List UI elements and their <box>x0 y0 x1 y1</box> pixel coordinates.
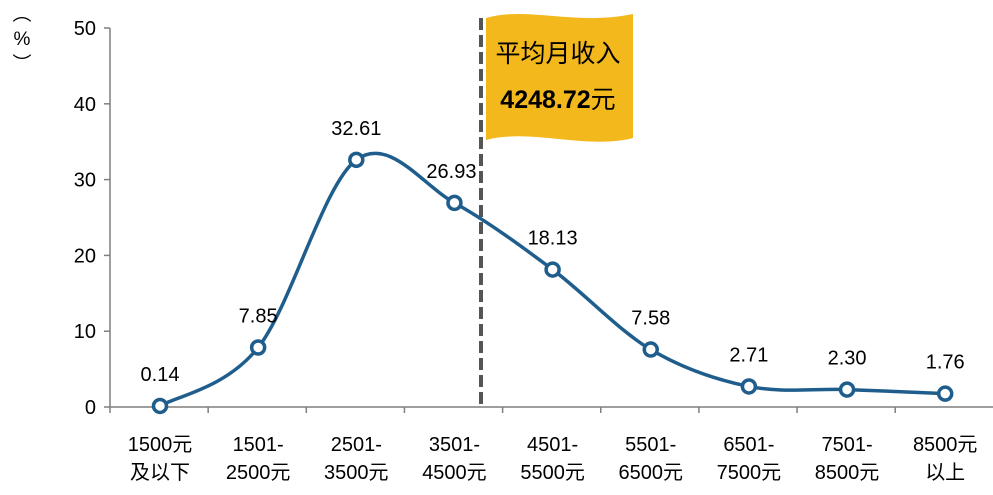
average-income-flag <box>486 14 633 142</box>
x-category-label-line: 8500元 <box>815 462 880 484</box>
y-tick-label: 40 <box>74 94 96 116</box>
x-category-label: 5501- 6500元 <box>619 434 684 484</box>
labels-layer: 1500元及以下 1501- 2500元 2501- 3500元 3501- 4500元 45… <box>128 118 978 484</box>
y-axis-label-char: % <box>14 29 31 50</box>
data-point-marker <box>348 151 365 169</box>
y-axis-label: ︵% ︶ <box>12 4 31 75</box>
x-category-label-line: 2500元 <box>226 462 291 484</box>
y-tick-label: 10 <box>74 321 96 343</box>
data-label: 2.30 <box>828 348 867 370</box>
x-category-label: 7501- 8500元 <box>815 434 880 484</box>
annotation-layer: 平均月收入 4248.72元 <box>479 14 633 407</box>
data-point-marker <box>544 261 561 278</box>
y-axis-label-char: ︶ <box>12 53 31 75</box>
x-category-label-line: 1501- <box>233 434 284 456</box>
axes-layer: 0 10 20 30 40 50 ︵% ︶ <box>12 4 993 419</box>
x-category-label-line: 4500元 <box>422 462 487 484</box>
x-category-label-line: 3501- <box>429 434 480 456</box>
y-tick-label: 50 <box>74 18 96 40</box>
x-category-label-line: 6500元 <box>619 462 684 484</box>
x-category-label-line: 8500元 <box>913 434 978 456</box>
x-category-label: 1501- 2500元 <box>226 434 291 484</box>
data-point-marker <box>740 378 758 395</box>
x-category-label-line: 5500元 <box>520 462 585 484</box>
x-category-label: 4501- 5500元 <box>520 434 585 484</box>
x-category-label-line: 7500元 <box>717 462 782 484</box>
flag-value-unit: 元 <box>591 86 616 114</box>
x-category-label-line: 6501- <box>723 434 774 456</box>
data-label: 32.61 <box>331 118 381 140</box>
x-category-label-line: 1500元 <box>128 434 193 456</box>
data-label: 0.14 <box>141 364 180 386</box>
x-category-label-line: 及以下 <box>130 462 190 484</box>
x-category-label-line: 3500元 <box>324 462 389 484</box>
x-category-label: 8500元以上 <box>913 434 978 484</box>
data-point-marker <box>249 339 267 356</box>
x-category-label-line: 4501- <box>527 434 578 456</box>
data-label: 1.76 <box>926 352 965 374</box>
x-category-label-line: 5501- <box>625 434 676 456</box>
series-layer <box>151 151 954 415</box>
data-label: 2.71 <box>729 344 768 366</box>
x-category-label: 2501- 3500元 <box>324 434 389 484</box>
data-point-marker <box>838 381 856 398</box>
x-category-label: 1500元及以下 <box>128 434 193 484</box>
x-category-label-line: 7501- <box>821 434 872 456</box>
y-axis-label-char: ︵ <box>12 4 31 25</box>
data-point-marker <box>151 397 169 415</box>
data-label: 18.13 <box>528 228 578 250</box>
y-tick-label: 20 <box>74 245 96 267</box>
data-label: 7.58 <box>631 308 670 330</box>
flag-value-number: 4248.72 <box>500 86 590 114</box>
x-category-label-line: 2501- <box>331 434 382 456</box>
data-label: 7.85 <box>239 305 278 327</box>
x-category-label-line: 以上 <box>925 461 965 484</box>
data-point-marker <box>446 194 463 212</box>
flag-value: 4248.72元 <box>500 86 615 114</box>
y-tick-label: 30 <box>74 170 96 192</box>
data-label: 26.93 <box>426 161 476 183</box>
y-tick-label: 0 <box>85 397 96 419</box>
data-point-marker <box>642 341 659 358</box>
x-category-label: 6501- 7500元 <box>717 434 782 484</box>
x-category-label: 3501- 4500元 <box>422 434 487 484</box>
series-line <box>159 151 946 408</box>
data-point-marker <box>936 385 954 402</box>
flag-title: 平均月收入 <box>495 40 620 68</box>
